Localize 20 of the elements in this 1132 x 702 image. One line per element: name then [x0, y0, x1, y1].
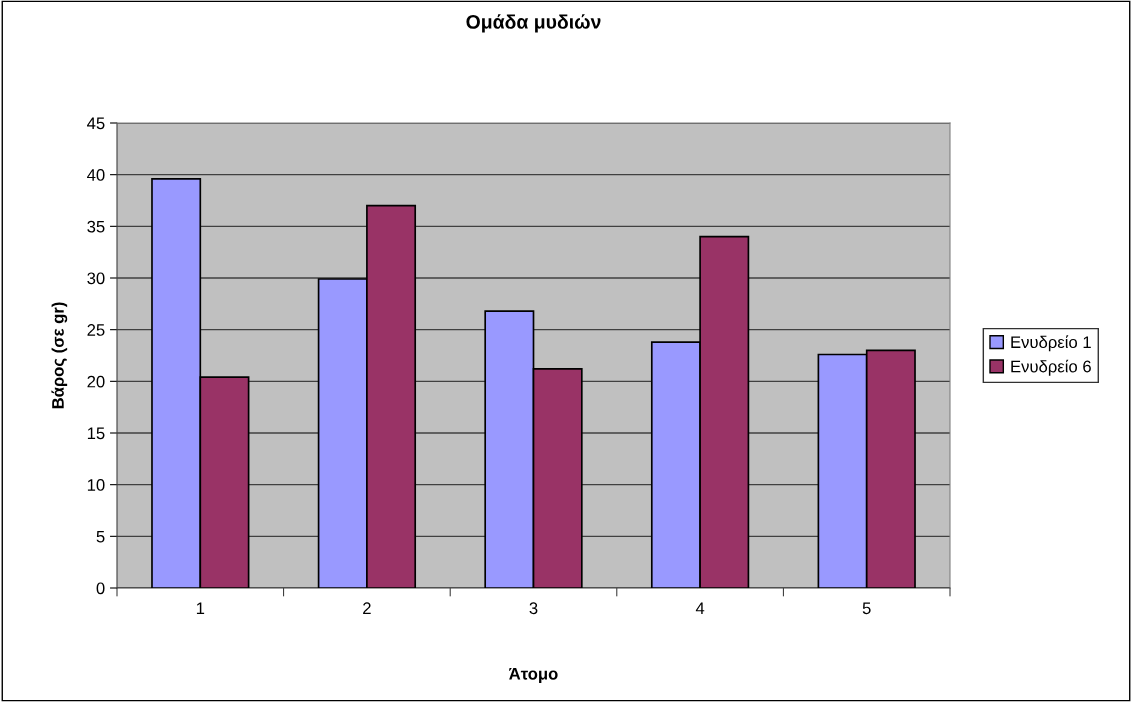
- x-tick-label: 3: [529, 602, 538, 615]
- x-axis-title: Άτομο: [509, 668, 558, 683]
- x-tick-label: 5: [862, 602, 871, 615]
- y-axis-title: Βάρος (σε gr): [51, 302, 68, 409]
- x-tick-label: 1: [196, 602, 205, 614]
- legend-label: Ενυδρείο 1: [1011, 335, 1091, 352]
- x-tick-label: 4: [695, 602, 705, 614]
- x-tick-label: 2: [363, 602, 371, 614]
- y-tick-label: 45: [87, 117, 105, 130]
- y-tick-label: 30: [87, 272, 105, 285]
- y-tick-label: 15: [87, 427, 105, 440]
- y-tick-label: 20: [87, 375, 105, 388]
- legend-label: Ενυδρείο 6: [1011, 359, 1091, 376]
- y-tick-label: 35: [87, 220, 105, 233]
- y-tick-label: 25: [87, 324, 105, 336]
- y-tick-label: 40: [87, 169, 105, 181]
- y-tick-label: 0: [96, 582, 105, 595]
- y-tick-label: 10: [87, 479, 105, 491]
- y-tick-label: 5: [96, 530, 105, 543]
- chart-title: Ομάδα μυδιών: [466, 14, 601, 33]
